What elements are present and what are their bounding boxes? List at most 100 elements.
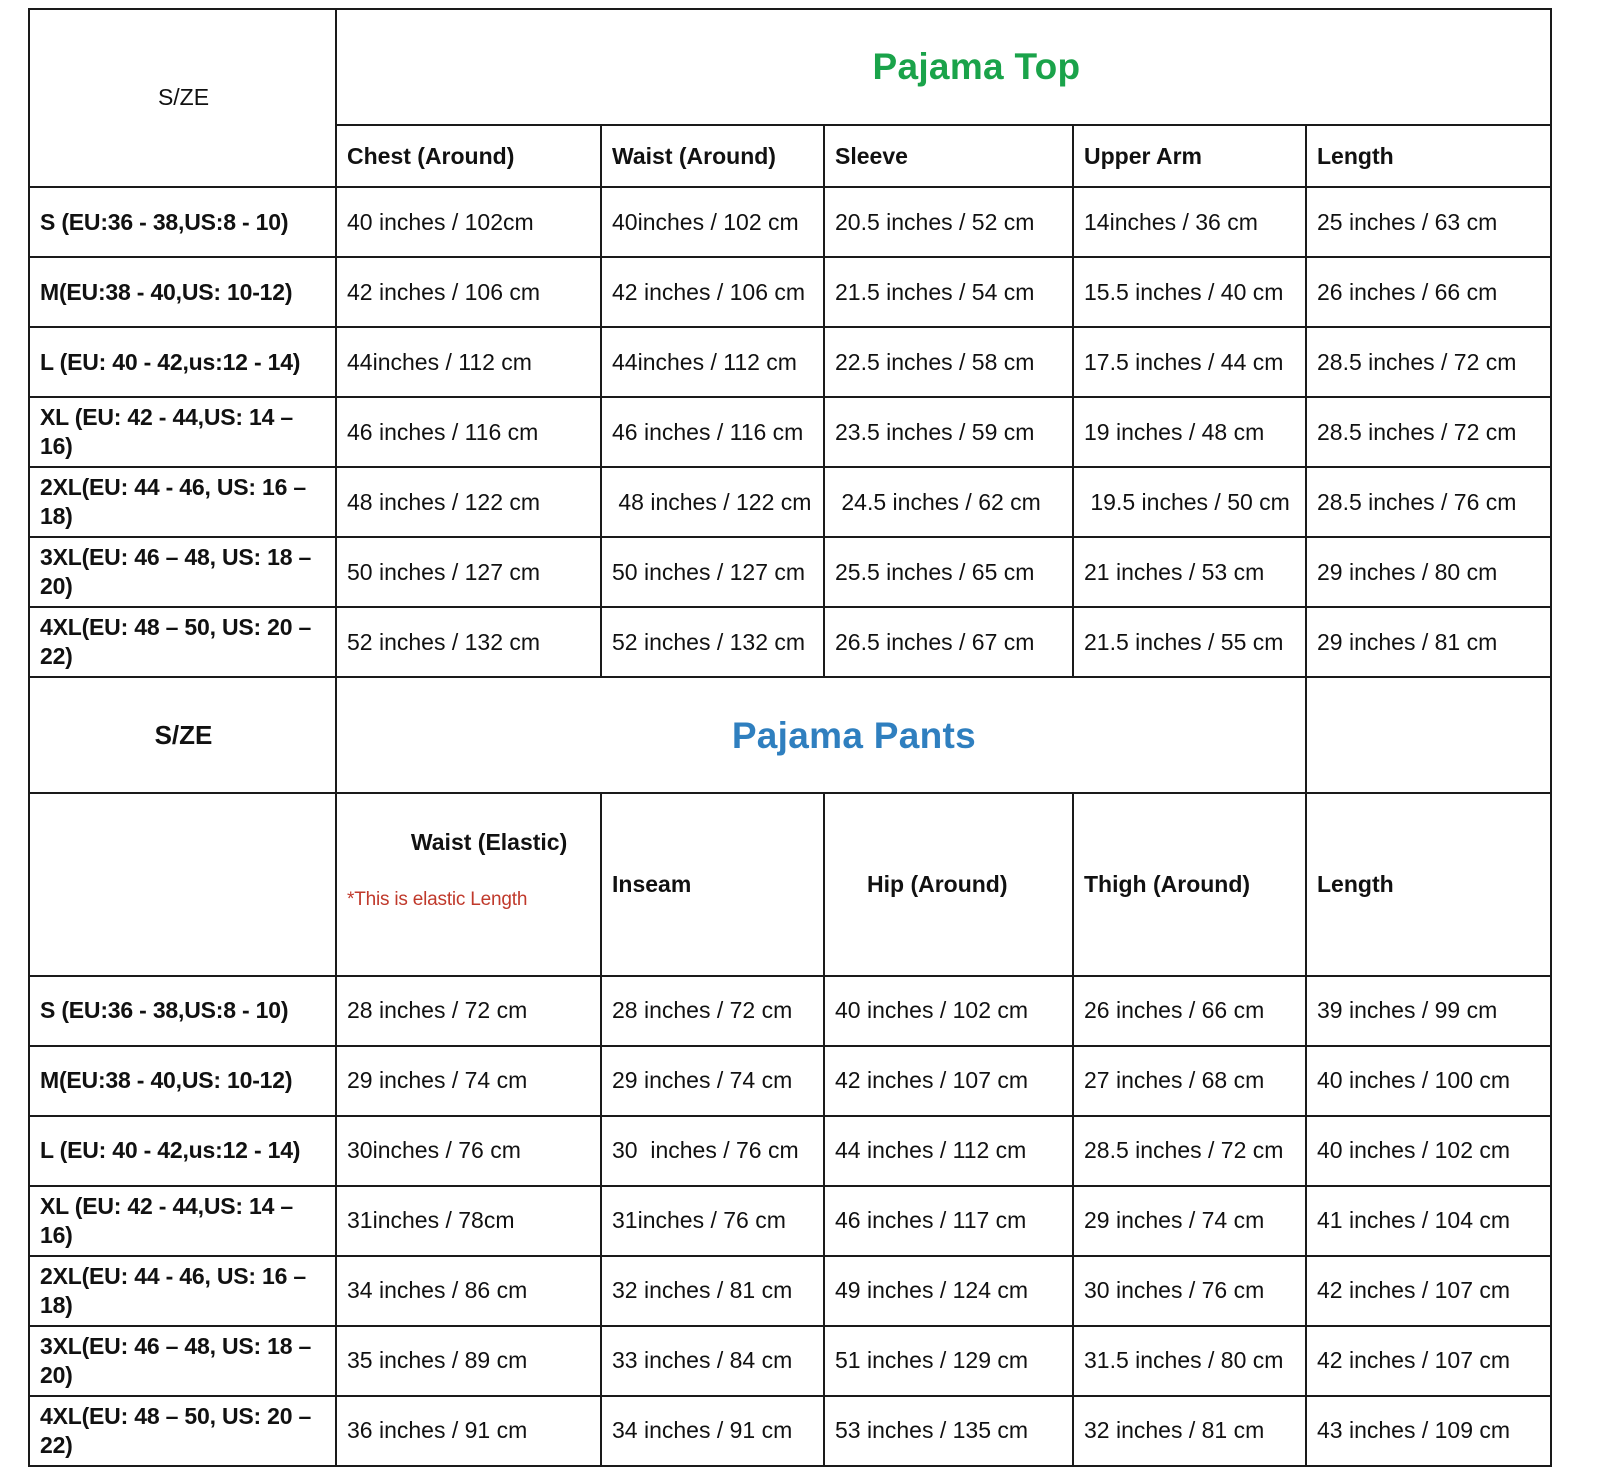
column-header-hip: Hip (Around) <box>823 792 1074 977</box>
cell-chest: 52 inches / 132 cm <box>335 606 602 679</box>
table-row: S (EU:36 - 38,US:8 - 10) 40 inches / 102… <box>28 186 1553 259</box>
cell-sleeve: 24.5 inches / 62 cm <box>823 466 1074 539</box>
pajama-top-title: Pajama Top <box>872 46 1081 88</box>
row-size-label: L (EU: 40 - 42,us:12 - 14) <box>28 1114 337 1187</box>
cell-waist-elastic: 28 inches / 72 cm <box>335 974 602 1047</box>
cell-length: 29 inches / 81 cm <box>1304 606 1553 679</box>
cell-hip: 44 inches / 112 cm <box>823 1114 1074 1187</box>
cell-upper-arm: 15.5 inches / 40 cm <box>1072 256 1307 329</box>
cell-upper-arm: 14inches / 36 cm <box>1072 186 1307 259</box>
cell-length: 28.5 inches / 72 cm <box>1304 396 1553 469</box>
row-size-label: 2XL(EU: 44 - 46, US: 16 – 18) <box>28 466 337 539</box>
cell-chest: 50 inches / 127 cm <box>335 536 602 609</box>
row-size-label: 4XL(EU: 48 – 50, US: 20 – 22) <box>28 606 337 679</box>
pants-size-header-blank <box>28 792 337 977</box>
cell-waist-elastic: 35 inches / 89 cm <box>335 1324 602 1397</box>
pajama-top-title-row: S/ZE Pajama Top <box>28 7 1553 189</box>
size-chart-table: S/ZE Pajama Top Chest (Around) Waist (Ar… <box>28 7 1553 1467</box>
size-column-header-top: S/ZE <box>28 7 337 189</box>
pajama-pants-title-spacer <box>1304 676 1553 795</box>
cell-chest: 48 inches / 122 cm <box>335 466 602 539</box>
column-header-waist: Waist (Around) <box>600 124 825 189</box>
column-header-sleeve: Sleeve <box>823 124 1074 189</box>
cell-thigh: 29 inches / 74 cm <box>1072 1184 1307 1257</box>
row-size-label: XL (EU: 42 - 44,US: 14 – 16) <box>28 1184 337 1257</box>
table-row: 3XL(EU: 46 – 48, US: 18 – 20) 35 inches … <box>28 1324 1553 1397</box>
pajama-top-column-headers: Chest (Around) Waist (Around) Sleeve Upp… <box>29 124 1553 189</box>
cell-inseam: 28 inches / 72 cm <box>600 974 825 1047</box>
cell-waist-elastic: 36 inches / 91 cm <box>335 1394 602 1467</box>
cell-length: 26 inches / 66 cm <box>1304 256 1553 329</box>
cell-sleeve: 20.5 inches / 52 cm <box>823 186 1074 259</box>
cell-waist-elastic: 29 inches / 74 cm <box>335 1044 602 1117</box>
pajama-pants-title: Pajama Pants <box>731 714 977 756</box>
cell-inseam: 30 inches / 76 cm <box>600 1114 825 1187</box>
table-row: L (EU: 40 - 42,us:12 - 14) 44inches / 11… <box>28 326 1553 399</box>
cell-length: 28.5 inches / 76 cm <box>1304 466 1553 539</box>
column-header-length-pants: Length <box>1304 792 1553 977</box>
cell-hip: 53 inches / 135 cm <box>823 1394 1074 1467</box>
cell-length: 40 inches / 102 cm <box>1304 1114 1553 1187</box>
cell-thigh: 30 inches / 76 cm <box>1072 1254 1307 1327</box>
cell-hip: 46 inches / 117 cm <box>823 1184 1074 1257</box>
pajama-top-title-cell: Pajama Top <box>334 7 1553 127</box>
cell-chest: 46 inches / 116 cm <box>335 396 602 469</box>
cell-upper-arm: 19.5 inches / 50 cm <box>1072 466 1307 539</box>
table-row: XL (EU: 42 - 44,US: 14 – 16) 31inches / … <box>28 1184 1553 1257</box>
cell-sleeve: 26.5 inches / 67 cm <box>823 606 1074 679</box>
cell-upper-arm: 21.5 inches / 55 cm <box>1072 606 1307 679</box>
column-header-upper-arm: Upper Arm <box>1072 124 1307 189</box>
pajama-pants-title-cell: Pajama Pants <box>335 676 1307 795</box>
cell-upper-arm: 21 inches / 53 cm <box>1072 536 1307 609</box>
cell-inseam: 31inches / 76 cm <box>600 1184 825 1257</box>
cell-sleeve: 25.5 inches / 65 cm <box>823 536 1074 609</box>
cell-thigh: 32 inches / 81 cm <box>1072 1394 1307 1467</box>
row-size-label: 3XL(EU: 46 – 48, US: 18 – 20) <box>28 536 337 609</box>
cell-sleeve: 22.5 inches / 58 cm <box>823 326 1074 399</box>
cell-inseam: 33 inches / 84 cm <box>600 1324 825 1397</box>
cell-hip: 49 inches / 124 cm <box>823 1254 1074 1327</box>
cell-chest: 42 inches / 106 cm <box>335 256 602 329</box>
cell-length: 39 inches / 99 cm <box>1304 974 1553 1047</box>
cell-sleeve: 23.5 inches / 59 cm <box>823 396 1074 469</box>
cell-length: 42 inches / 107 cm <box>1304 1324 1553 1397</box>
column-header-waist-elastic: Waist (Elastic) *This is elastic Length <box>335 792 602 977</box>
row-size-label: S (EU:36 - 38,US:8 - 10) <box>28 974 337 1047</box>
column-header-waist-elastic-label: Waist (Elastic) <box>410 828 568 855</box>
table-row: 4XL(EU: 48 – 50, US: 20 – 22) 52 inches … <box>28 606 1553 679</box>
column-header-chest: Chest (Around) <box>335 124 602 189</box>
row-size-label: S (EU:36 - 38,US:8 - 10) <box>28 186 337 259</box>
cell-hip: 42 inches / 107 cm <box>823 1044 1074 1117</box>
cell-thigh: 31.5 inches / 80 cm <box>1072 1324 1307 1397</box>
cell-inseam: 34 inches / 91 cm <box>600 1394 825 1467</box>
cell-thigh: 27 inches / 68 cm <box>1072 1044 1307 1117</box>
cell-chest: 44inches / 112 cm <box>335 326 602 399</box>
cell-waist: 46 inches / 116 cm <box>600 396 825 469</box>
size-column-header-pants: S/ZE <box>28 676 337 795</box>
table-row: 2XL(EU: 44 - 46, US: 16 – 18) 48 inches … <box>28 466 1553 539</box>
row-size-label: 3XL(EU: 46 – 48, US: 18 – 20) <box>28 1324 337 1397</box>
cell-waist: 40inches / 102 cm <box>600 186 825 259</box>
table-row: 3XL(EU: 46 – 48, US: 18 – 20) 50 inches … <box>28 536 1553 609</box>
cell-hip: 51 inches / 129 cm <box>823 1324 1074 1397</box>
cell-length: 40 inches / 100 cm <box>1304 1044 1553 1117</box>
table-row: 2XL(EU: 44 - 46, US: 16 – 18) 34 inches … <box>28 1254 1553 1327</box>
cell-waist-elastic: 30inches / 76 cm <box>335 1114 602 1187</box>
cell-waist-elastic: 34 inches / 86 cm <box>335 1254 602 1327</box>
cell-thigh: 28.5 inches / 72 cm <box>1072 1114 1307 1187</box>
cell-waist: 52 inches / 132 cm <box>600 606 825 679</box>
cell-length: 28.5 inches / 72 cm <box>1304 326 1553 399</box>
row-size-label: 2XL(EU: 44 - 46, US: 16 – 18) <box>28 1254 337 1327</box>
cell-sleeve: 21.5 inches / 54 cm <box>823 256 1074 329</box>
table-row: L (EU: 40 - 42,us:12 - 14) 30inches / 76… <box>28 1114 1553 1187</box>
row-size-label: M(EU:38 - 40,US: 10-12) <box>28 256 337 329</box>
cell-waist: 48 inches / 122 cm <box>600 466 825 539</box>
table-row: M(EU:38 - 40,US: 10-12) 29 inches / 74 c… <box>28 1044 1553 1117</box>
table-row: XL (EU: 42 - 44,US: 14 – 16) 46 inches /… <box>28 396 1553 469</box>
elastic-length-note: *This is elastic Length <box>347 888 528 910</box>
row-size-label: 4XL(EU: 48 – 50, US: 20 – 22) <box>28 1394 337 1467</box>
size-chart-sheet: S/ZE Pajama Top Chest (Around) Waist (Ar… <box>28 7 1553 1467</box>
column-header-inseam: Inseam <box>600 792 825 977</box>
cell-upper-arm: 17.5 inches / 44 cm <box>1072 326 1307 399</box>
cell-length: 25 inches / 63 cm <box>1304 186 1553 259</box>
